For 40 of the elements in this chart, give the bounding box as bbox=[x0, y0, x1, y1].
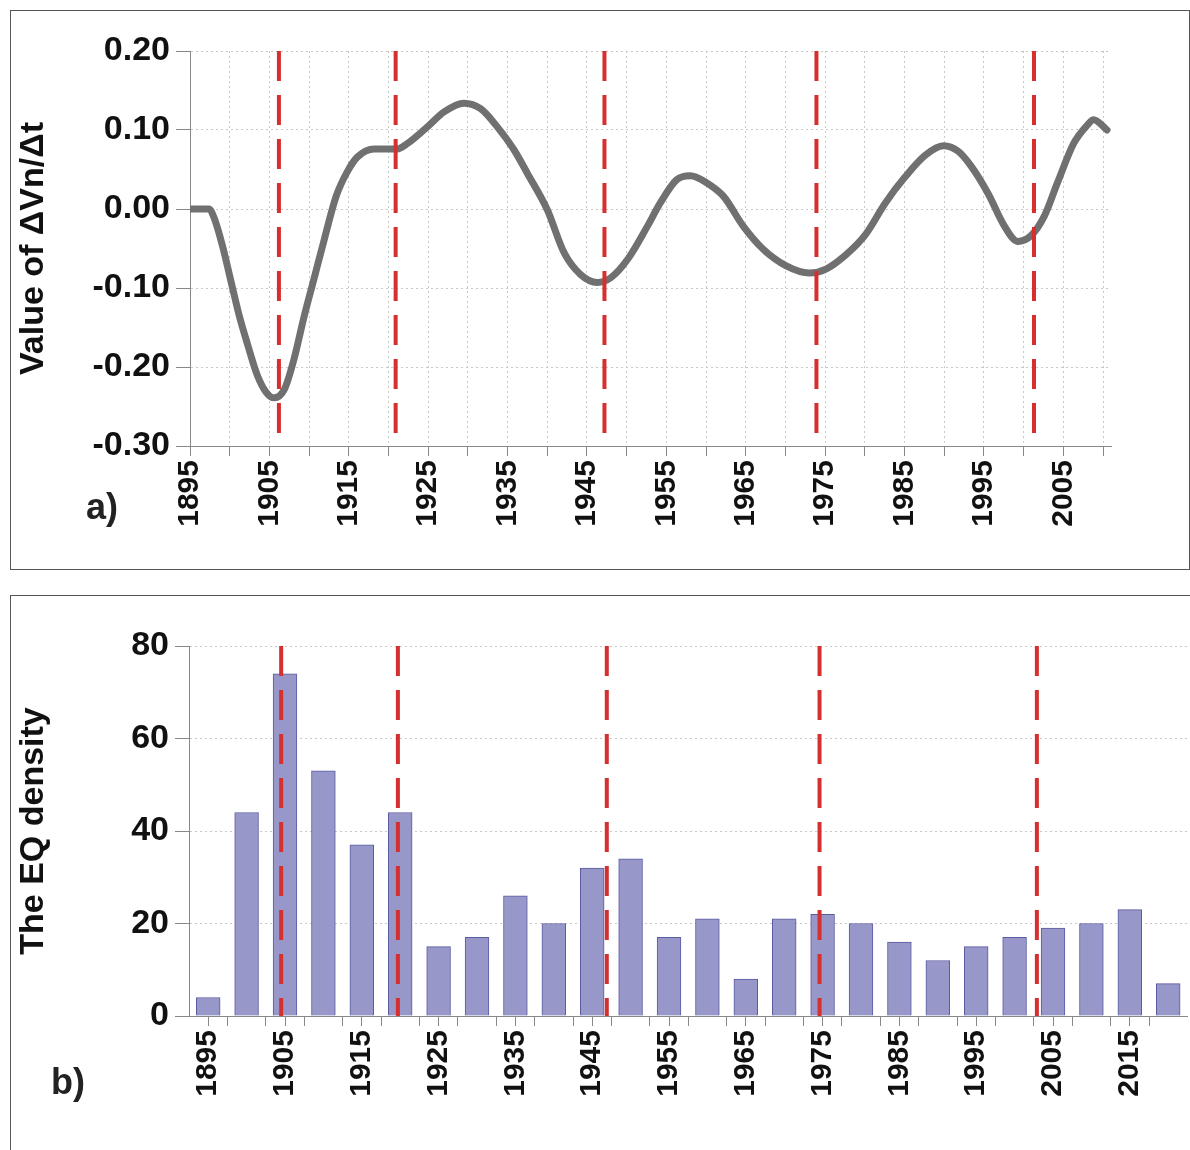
x-tick-label: 1905 bbox=[266, 1030, 300, 1097]
y-tick-label: 60 bbox=[131, 716, 169, 755]
x-tick-label: 1995 bbox=[965, 460, 999, 527]
x-tick-label: 1935 bbox=[488, 460, 522, 527]
x-tick-label: 1985 bbox=[880, 1030, 914, 1097]
x-tick-label: 1975 bbox=[806, 460, 840, 527]
x-tick-label: 1965 bbox=[727, 1030, 761, 1097]
text: a) bbox=[86, 486, 119, 528]
y-tick-label: 80 bbox=[131, 624, 169, 663]
x-tick-label: 1895 bbox=[171, 460, 205, 527]
y-tick-label: 0.00 bbox=[103, 187, 170, 226]
x-tick-label: 1975 bbox=[803, 1030, 837, 1097]
x-tick-label: 1895 bbox=[189, 1030, 223, 1097]
y-tick-label: 0.20 bbox=[103, 29, 170, 68]
x-tick-label: 1965 bbox=[727, 460, 761, 527]
x-tick-label: 2005 bbox=[1044, 460, 1078, 527]
x-tick-label: 1905 bbox=[250, 460, 284, 527]
y-tick-label: 0.10 bbox=[103, 108, 170, 147]
x-tick-label: 1995 bbox=[957, 1030, 991, 1097]
x-tick-label: 1945 bbox=[568, 460, 602, 527]
y-axis-title: Value of ΔVn/Δt bbox=[11, 122, 50, 375]
text: b) bbox=[51, 1061, 85, 1103]
x-tick-label: 1955 bbox=[647, 460, 681, 527]
x-tick-label: 1925 bbox=[419, 1030, 453, 1097]
y-axis-title: The EQ density bbox=[11, 707, 50, 955]
x-tick-label: 1925 bbox=[409, 460, 443, 527]
x-tick-label: 2005 bbox=[1034, 1030, 1068, 1097]
x-tick-label: 1955 bbox=[650, 1030, 684, 1097]
x-tick-label: 1915 bbox=[330, 460, 364, 527]
x-tick-label: 1945 bbox=[573, 1030, 607, 1097]
x-tick-label: 1985 bbox=[885, 460, 919, 527]
x-tick-label: 1935 bbox=[496, 1030, 530, 1097]
y-tick-label: 40 bbox=[131, 809, 169, 848]
y-tick-label: -0.30 bbox=[92, 424, 170, 463]
y-tick-label: -0.10 bbox=[92, 266, 170, 305]
y-tick-label: 20 bbox=[131, 901, 169, 940]
y-tick-label: 0 bbox=[150, 994, 169, 1033]
x-tick-label: 1915 bbox=[343, 1030, 377, 1097]
y-tick-label: -0.20 bbox=[92, 345, 170, 384]
x-tick-label: 2015 bbox=[1111, 1030, 1145, 1097]
